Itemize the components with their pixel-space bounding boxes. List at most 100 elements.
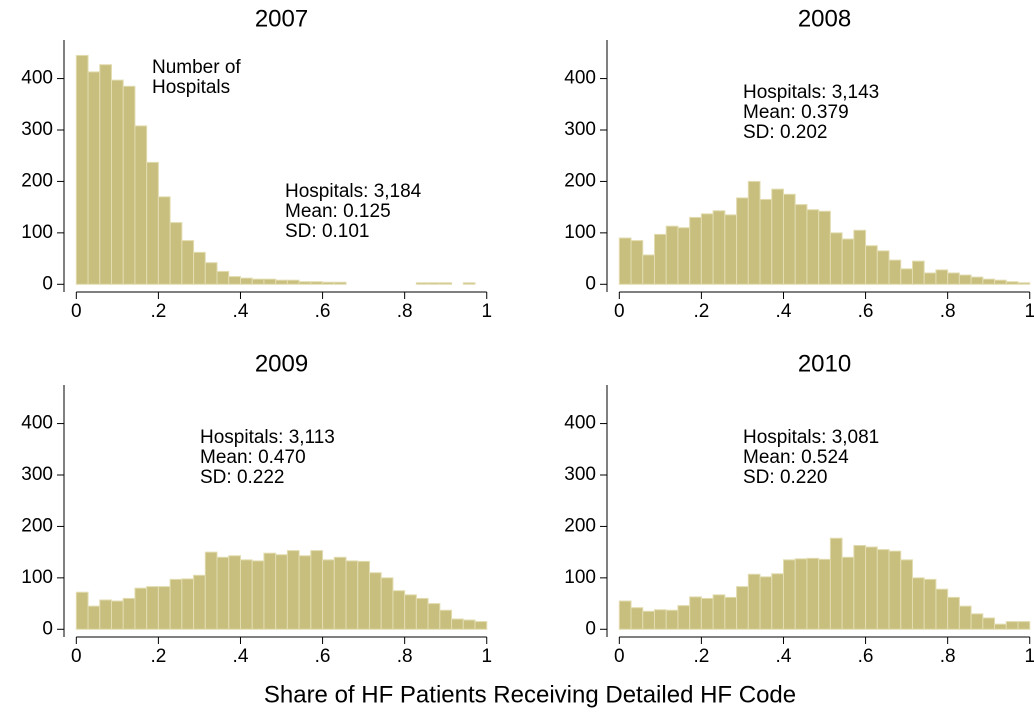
- bar: [700, 213, 714, 285]
- bar: [618, 237, 632, 285]
- bar: [665, 609, 679, 630]
- annotation: Mean: 0.470: [200, 447, 306, 468]
- bar: [829, 232, 843, 285]
- bar: [134, 125, 148, 285]
- bar: [122, 597, 136, 630]
- bar: [427, 282, 441, 285]
- bar: [747, 573, 761, 630]
- bar: [794, 558, 808, 630]
- bar: [689, 216, 702, 285]
- bar: [286, 279, 300, 285]
- bar: [736, 586, 749, 630]
- y-tick-label: 400: [21, 68, 53, 89]
- bar: [923, 272, 937, 285]
- bar: [982, 278, 996, 285]
- bar: [876, 549, 890, 630]
- bar: [818, 210, 831, 285]
- bar: [239, 277, 253, 285]
- bar: [134, 587, 148, 630]
- bar: [689, 596, 702, 630]
- bar: [618, 600, 632, 630]
- panel-title: 2008: [798, 5, 851, 32]
- y-tick-label: 0: [42, 273, 53, 294]
- bar: [110, 79, 124, 285]
- y-tick-label: 0: [585, 618, 596, 639]
- bar: [75, 591, 89, 630]
- bar: [712, 594, 726, 630]
- bar: [712, 210, 726, 285]
- bar: [322, 281, 335, 285]
- bar: [251, 560, 265, 630]
- bar: [228, 276, 241, 285]
- bar: [157, 586, 171, 630]
- bar: [677, 605, 691, 630]
- bar: [1017, 621, 1031, 630]
- y-tick-label: 100: [21, 567, 53, 588]
- y-tick-label: 400: [21, 413, 53, 434]
- annotation: Hospitals: 3,143: [743, 82, 879, 103]
- bar: [653, 233, 667, 285]
- bar: [841, 238, 855, 285]
- y-tick-label: 300: [21, 119, 53, 140]
- bar: [263, 278, 277, 285]
- bar: [169, 578, 183, 630]
- bar: [947, 272, 960, 285]
- bar: [665, 225, 679, 285]
- bar: [157, 196, 171, 285]
- bar: [1005, 621, 1019, 630]
- bar: [853, 229, 867, 285]
- annotation: SD: 0.220: [743, 467, 828, 488]
- x-tick-label: .2: [150, 301, 166, 322]
- x-tick-label: 0: [614, 646, 625, 667]
- annotation: Mean: 0.524: [743, 447, 849, 468]
- bar: [146, 161, 159, 285]
- bar: [642, 254, 655, 285]
- y-tick-label: 100: [564, 222, 596, 243]
- bar: [146, 586, 159, 630]
- bar: [747, 180, 761, 285]
- bar: [724, 596, 738, 630]
- x-tick-label: .2: [693, 301, 709, 322]
- annotation: SD: 0.222: [200, 467, 285, 488]
- bar: [439, 609, 453, 630]
- bar: [298, 555, 312, 630]
- bar: [677, 227, 691, 285]
- x-tick-label: 0: [71, 301, 82, 322]
- bar: [958, 274, 972, 285]
- bar: [427, 603, 441, 630]
- bar: [700, 597, 714, 630]
- bar: [911, 577, 925, 630]
- bar: [275, 554, 288, 630]
- bar: [724, 214, 738, 285]
- y-tick-label: 200: [564, 170, 596, 191]
- bar: [462, 619, 476, 630]
- bar: [653, 609, 667, 630]
- bar: [263, 552, 277, 630]
- bar: [286, 550, 300, 630]
- bar: [333, 281, 347, 285]
- annotation: SD: 0.101: [285, 221, 370, 242]
- bar: [970, 276, 984, 285]
- bar: [888, 259, 902, 285]
- bar: [865, 546, 878, 630]
- y-tick-label: 400: [564, 413, 596, 434]
- bar: [947, 596, 960, 630]
- bar: [415, 597, 429, 630]
- y-tick-label: 100: [21, 222, 53, 243]
- y-tick-label: 400: [564, 68, 596, 89]
- bar: [806, 209, 820, 285]
- bar: [759, 576, 773, 630]
- bar: [99, 599, 112, 630]
- bar: [322, 559, 335, 630]
- bar: [782, 193, 796, 285]
- bar: [298, 281, 312, 285]
- bar: [474, 621, 488, 630]
- bar: [357, 560, 370, 630]
- bar: [110, 600, 124, 630]
- panel-title: 2007: [255, 5, 308, 32]
- x-tick-label: 1: [1024, 301, 1034, 322]
- bar: [392, 590, 406, 630]
- bar: [181, 240, 195, 285]
- bar: [900, 268, 913, 285]
